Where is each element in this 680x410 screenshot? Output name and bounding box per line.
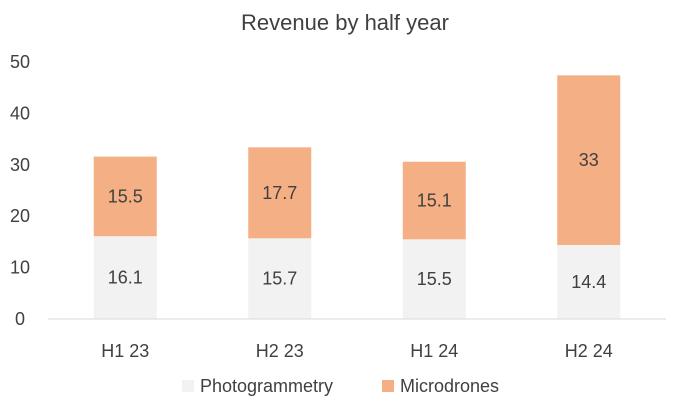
x-tick-label: H2 23 [256,341,304,361]
data-label: 17.7 [262,183,297,203]
bar-segment-microdrones [93,156,157,237]
bar-segment-microdrones [248,147,312,239]
x-tick-label: H1 23 [101,341,149,361]
y-tick-label: 40 [10,103,30,123]
data-label: 33 [579,150,599,170]
legend-label-microdrones: Microdrones [400,376,499,396]
y-tick-label: 10 [10,258,30,278]
legend-swatch-microdrones [382,380,394,392]
y-tick-label: 20 [10,206,30,226]
data-label: 15.5 [417,269,452,289]
bar-segment-photogrammetry [93,236,157,319]
data-label: 15.1 [417,191,452,211]
y-axis: 0 10 20 30 40 50 [10,52,30,329]
y-tick-label: 0 [15,309,25,329]
chart-title: Revenue by half year [241,10,449,35]
y-tick-label: 50 [10,52,30,72]
data-label: 15.7 [262,269,297,289]
legend-label-photogrammetry: Photogrammetry [200,376,333,396]
x-axis: H1 23 H2 23 H1 24 H2 24 [101,341,613,361]
x-tick-label: H2 24 [565,341,613,361]
bar-series-group: 16.1 15.5 15.7 17.7 15.5 15.1 14.4 33 [93,75,621,319]
data-label: 15.5 [108,186,143,206]
data-label: 16.1 [108,268,143,288]
bar-segment-photogrammetry [402,239,466,319]
bar-segment-microdrones [557,75,621,245]
bar-segment-microdrones [402,161,466,240]
x-tick-label: H1 24 [410,341,458,361]
legend: Photogrammetry Microdrones [182,376,499,396]
bar-segment-photogrammetry [557,244,621,319]
bar-segment-photogrammetry [248,238,312,319]
data-label: 14.4 [571,272,606,292]
y-tick-label: 30 [10,155,30,175]
legend-swatch-photogrammetry [182,380,194,392]
